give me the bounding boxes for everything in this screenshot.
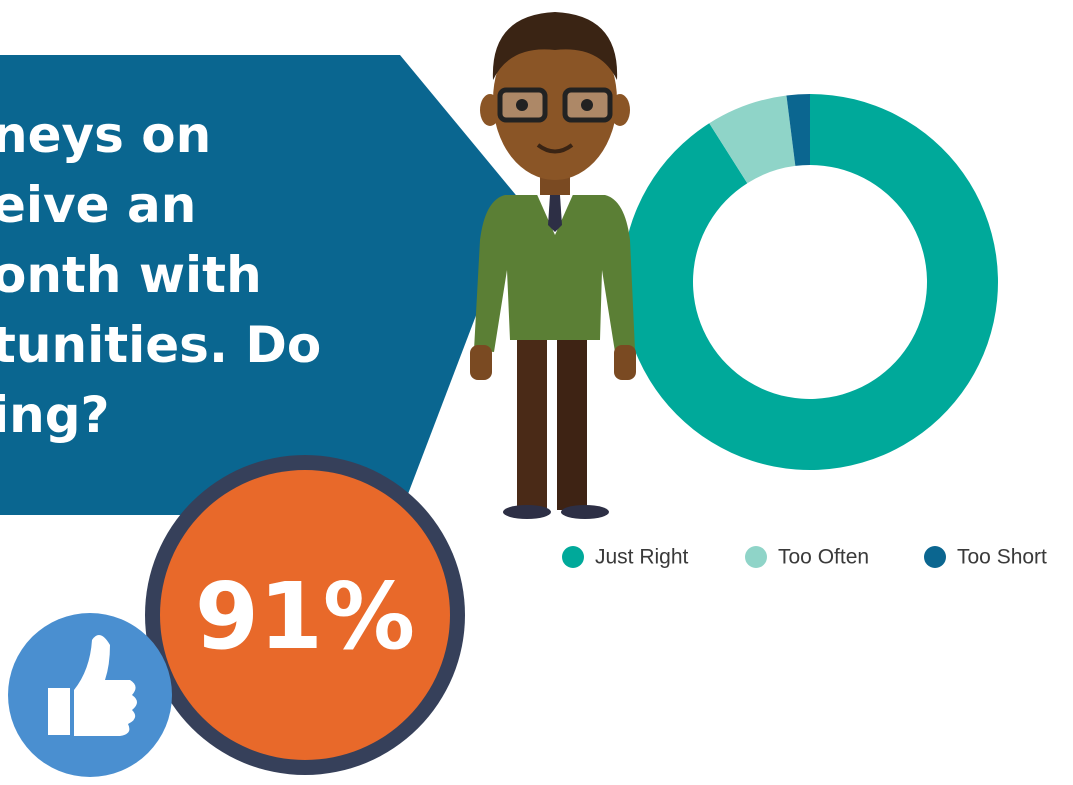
legend-label: Too Often [778, 546, 869, 569]
badge-text: 91% [195, 563, 415, 670]
headline-line: ing? [0, 386, 110, 444]
headline-line: neys on [0, 106, 211, 164]
legend-swatch [924, 546, 946, 568]
headline-line: onth with [0, 246, 262, 304]
thumb-icon [48, 635, 137, 736]
donut-segment [709, 95, 796, 184]
headline: neys on eive an onth with tunities. Do i… [0, 106, 321, 444]
banner [0, 55, 520, 515]
legend-swatch [562, 546, 584, 568]
person-illustration [470, 12, 636, 519]
legend-label: Too Short [957, 546, 1047, 569]
badge-circle [160, 470, 450, 760]
legend: Just Right Too Often Too Short [562, 546, 1047, 569]
legend-label: Just Right [595, 546, 689, 569]
donut-chart [622, 94, 998, 470]
donut-segment [786, 94, 810, 166]
headline-line: eive an [0, 176, 196, 234]
donut-segment [622, 94, 998, 470]
headline-line: tunities. Do [0, 316, 321, 374]
legend-swatch [745, 546, 767, 568]
